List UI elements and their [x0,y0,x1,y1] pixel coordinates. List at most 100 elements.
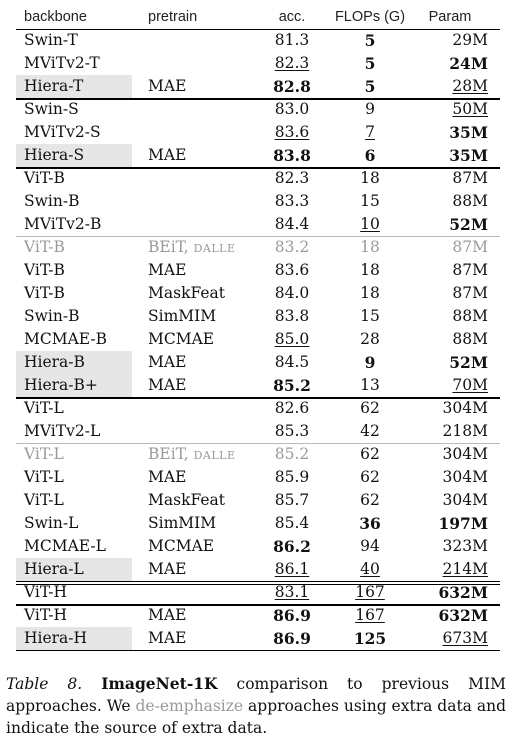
backbone-cell: ViT-L [24,468,64,486]
backbone-cell: Hiera-T [16,75,132,98]
backbone-cell: ViT-H [24,606,67,624]
param-cell: 673M [442,629,488,647]
param-cell: 304M [442,445,488,463]
caption-deemph-word: de-emphasize [135,697,244,715]
header-param: Param [428,9,472,25]
accuracy-cell: 84.5 [274,353,310,371]
table-row: Hiera-H MAE 86.9 125 673M [16,627,500,650]
accuracy-cell: 83.2 [274,238,310,256]
flops-cell: 62 [360,468,380,486]
table-row: Swin-L SimMIM 85.4 36 197M [16,512,500,535]
flops-cell: 10 [360,215,380,233]
param-cell: 28M [452,77,488,95]
accuracy-cell: 83.1 [274,583,310,601]
table-rule [16,397,500,399]
param-cell: 24M [449,54,488,73]
backbone-cell: ViT-B [24,169,65,187]
backbone-cell: MCMAE-B [24,330,108,348]
flops-cell: 9 [365,100,375,118]
param-cell: 52M [449,353,488,372]
accuracy-cell: 84.4 [274,215,310,233]
table-row: Hiera-B+ MAE 85.2 13 70M [16,374,500,397]
backbone-cell: ViT-B [24,238,65,256]
param-cell: 323M [442,537,488,555]
param-cell: 87M [452,169,488,187]
table-row: Hiera-L MAE 86.1 40 214M [16,558,500,581]
backbone-cell: Swin-B [24,307,80,325]
table-row: MCMAE-B MCMAE 85.0 28 88M [16,328,500,351]
flops-cell: 7 [365,123,375,141]
pretrain-cell: MAE [148,146,187,164]
param-cell: 70M [452,376,488,394]
pretrain-cell: SimMIM [148,307,217,325]
backbone-cell: MViTv2-S [24,123,101,141]
backbone-cell: ViT-L [24,399,64,417]
accuracy-cell: 85.0 [274,330,310,348]
pretrain-cell: SimMIM [148,514,217,532]
table-row: MViTv2-B 84.4 10 52M [16,213,500,236]
flops-cell: 6 [364,146,376,165]
backbone-cell: MCMAE-L [24,537,106,555]
table-rule [16,581,500,585]
backbone-cell: ViT-L [24,445,64,463]
accuracy-cell: 82.6 [274,399,310,417]
accuracy-cell: 85.4 [274,514,310,532]
param-cell: 304M [442,399,488,417]
flops-cell: 125 [353,629,387,648]
flops-cell: 15 [360,307,380,325]
param-cell: 304M [442,491,488,509]
pretrain-method: BEiT, [148,238,189,256]
table-header: backbone pretrain acc. FLOPs (G) Param [16,6,500,29]
accuracy-cell: 83.8 [274,307,310,325]
caption-text-1: comparison to previous MIM approaches. W… [6,675,506,715]
backbone-cell: Swin-S [24,100,79,118]
header-backbone: backbone [24,9,87,25]
flops-cell: 40 [360,560,380,578]
backbone-cell: Swin-L [24,514,79,532]
accuracy-cell: 83.6 [274,261,310,279]
header-acc: acc. [278,9,306,25]
param-cell: 632M [438,583,488,602]
table-row: ViT-H MAE 86.9 167 632M [16,604,500,627]
flops-cell: 18 [360,284,380,302]
table-row: Hiera-T MAE 82.8 5 28M [16,75,500,98]
param-cell: 88M [452,330,488,348]
backbone-cell: ViT-H [24,583,67,601]
pretrain-cell: MAE [148,77,187,95]
accuracy-cell: 86.9 [273,606,311,625]
pretrain-cell: MAE [148,353,187,371]
pretrain-cell: MaskFeat [148,491,226,509]
flops-cell: 62 [360,491,380,509]
accuracy-cell: 85.2 [273,376,311,395]
table-rule [16,167,500,169]
accuracy-cell: 86.2 [273,537,311,556]
flops-cell: 42 [360,422,380,440]
param-cell: 88M [452,192,488,210]
header-pretrain: pretrain [148,9,198,25]
pretrain-cell: MCMAE [148,330,215,348]
pretrain-extra-data: DALLE [193,242,236,255]
flops-cell: 18 [360,169,380,187]
param-cell: 214M [442,560,488,578]
table-row: ViT-B MAE 83.6 18 87M [16,259,500,282]
flops-cell: 5 [364,31,376,50]
table-rule [16,604,500,606]
accuracy-cell: 85.7 [274,491,310,509]
flops-cell: 167 [355,583,385,601]
flops-cell: 5 [364,77,376,96]
backbone-cell: Hiera-L [16,558,132,581]
table-row: ViT-H 83.1 167 632M [16,581,500,604]
caption-text-2: approaches using extra data and indicate… [6,697,506,737]
backbone-cell: Swin-T [24,31,78,49]
backbone-cell: ViT-B [24,261,65,279]
param-cell: 52M [449,215,488,234]
table-caption: Table 8. ImageNet-1K comparison to previ… [6,673,506,739]
accuracy-cell: 81.3 [274,31,310,49]
table-row: MViTv2-T 82.3 5 24M [16,52,500,75]
table-row: ViT-B MaskFeat 84.0 18 87M [16,282,500,305]
table-rule [16,29,500,30]
flops-cell: 18 [360,238,380,256]
pretrain-cell: MAE [148,468,187,486]
accuracy-cell: 86.1 [274,560,310,578]
param-cell: 304M [442,468,488,486]
